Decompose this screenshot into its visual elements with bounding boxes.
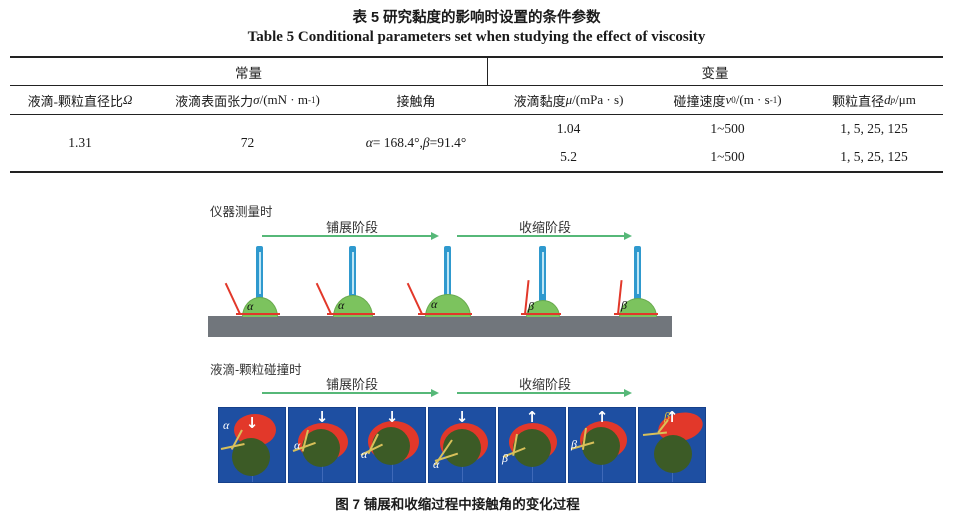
col-header-particle-diameter: 颗粒直径 d p /μm bbox=[832, 92, 916, 109]
spread-arrow-1 bbox=[262, 232, 439, 240]
value-diameters-row1: 1, 5, 25, 125 bbox=[840, 121, 908, 136]
figure-caption: 图 7 铺展和收缩过程中接触角的变化过程 bbox=[335, 497, 580, 512]
contract-arrow-2 bbox=[457, 389, 632, 397]
contract-stage-label-2: 收缩阶段 bbox=[518, 377, 571, 392]
droplet-angle-label: β bbox=[528, 299, 534, 313]
table-header-row: 液滴-颗粒直径比 Ω 液滴表面张力 σ /(mN · m -1) 接触角 液滴黏度 μ… bbox=[10, 86, 943, 115]
collision-frame: ↑ β bbox=[498, 407, 566, 483]
droplet-angle-label: α bbox=[338, 298, 345, 312]
collision-frame: ↓ α bbox=[358, 407, 426, 483]
baseline bbox=[236, 313, 280, 315]
spread-stage-label-2: 铺展阶段 bbox=[325, 377, 378, 392]
contract-stage-label-1: 收缩阶段 bbox=[518, 220, 571, 235]
value-contact-angle: α = 168.4°, β =91.4° bbox=[365, 135, 467, 150]
value-velocity-row2: 1~500 bbox=[710, 149, 745, 164]
collision-frame: ↓ α bbox=[288, 407, 356, 483]
needle-icon bbox=[634, 246, 641, 306]
panel-angle-label: α bbox=[294, 438, 301, 452]
instrument-section-label: 仪器测量时 bbox=[210, 205, 273, 219]
needle-icon bbox=[349, 246, 356, 306]
col-header-diameter-ratio: 液滴-颗粒直径比 Ω bbox=[27, 92, 133, 109]
motion-arrow-icon: ↓ bbox=[455, 408, 469, 426]
motion-arrow-icon: ↓ bbox=[315, 408, 329, 426]
collision-panel-strip: ↓ α ↓ α ↓ α ↓ α bbox=[218, 407, 706, 483]
panel-angle-label: β bbox=[571, 437, 577, 451]
motion-arrow-icon: ↑ bbox=[525, 408, 539, 426]
angle-line bbox=[224, 282, 241, 315]
motion-arrow-icon: ↑ bbox=[665, 408, 679, 426]
group-constants: 常量 bbox=[10, 58, 487, 86]
droplet-angle-label: α bbox=[247, 299, 254, 313]
col-header-surface-tension: 液滴表面张力 σ /(mN · m -1) bbox=[175, 92, 320, 109]
value-diameter-ratio: 1.31 bbox=[68, 135, 92, 150]
table-data: 1.31 72 α = 168.4°, β =91.4° 1.04 1~500 1… bbox=[10, 115, 943, 171]
panel-angle-label: α bbox=[361, 447, 368, 461]
value-viscosity-row2: 5.2 bbox=[560, 149, 577, 164]
baseline bbox=[521, 313, 561, 315]
collision-frame: ↑ β bbox=[568, 407, 636, 483]
contract-arrow-1 bbox=[457, 232, 632, 240]
collision-frame: ↓ α bbox=[428, 407, 496, 483]
col-header-contact-angle: 接触角 bbox=[396, 93, 436, 109]
collision-section-label: 液滴-颗粒碰撞时 bbox=[210, 363, 302, 377]
needle-icon bbox=[539, 246, 546, 306]
panel-angle-label: β bbox=[502, 451, 508, 465]
panel-angle-label: β bbox=[664, 409, 670, 423]
angle-line bbox=[406, 282, 423, 315]
angle-line bbox=[315, 282, 332, 315]
particle bbox=[513, 429, 551, 467]
value-diameters-row2: 1, 5, 25, 125 bbox=[840, 149, 908, 164]
baseline bbox=[614, 313, 658, 315]
group-variables: 变量 bbox=[487, 58, 943, 86]
panel-angle-label: α bbox=[433, 457, 440, 471]
baseline bbox=[418, 313, 472, 315]
motion-arrow-icon: ↑ bbox=[595, 408, 609, 426]
value-surface-tension: 72 bbox=[240, 135, 255, 150]
substrate-bar bbox=[208, 316, 672, 337]
group-divider bbox=[487, 58, 488, 86]
spread-arrow-2 bbox=[262, 389, 439, 397]
particle bbox=[302, 429, 340, 467]
collision-frame: ↓ α bbox=[218, 407, 286, 483]
panel-angle-label: α bbox=[223, 418, 230, 432]
value-velocity-row1: 1~500 bbox=[710, 121, 745, 136]
table-group-row: 常量 变量 bbox=[10, 58, 943, 86]
droplet-angle-label: β bbox=[621, 298, 627, 312]
baseline bbox=[327, 313, 375, 315]
particle bbox=[582, 427, 620, 465]
table-title-zh: 表 5 研究黏度的影响时设置的条件参数 bbox=[352, 10, 601, 26]
needle-icon bbox=[444, 246, 451, 306]
value-viscosity-row1: 1.04 bbox=[556, 121, 581, 136]
parameters-table: 常量 变量 液滴-颗粒直径比 Ω 液滴表面张力 σ /(mN · m -1) 接触角 … bbox=[10, 56, 943, 173]
spread-stage-label-1: 铺展阶段 bbox=[325, 220, 378, 235]
motion-arrow-icon: ↓ bbox=[385, 408, 399, 426]
col-header-viscosity: 液滴黏度 μ /(mPa · s) bbox=[513, 92, 624, 109]
table-title-en: Table 5 Conditional parameters set when … bbox=[247, 29, 706, 45]
motion-arrow-icon: ↓ bbox=[245, 414, 259, 432]
needle-icon bbox=[256, 246, 263, 306]
particle bbox=[443, 429, 481, 467]
collision-frame: ↑ β bbox=[638, 407, 706, 483]
particle bbox=[654, 435, 692, 473]
droplet-angle-label: α bbox=[431, 297, 438, 311]
